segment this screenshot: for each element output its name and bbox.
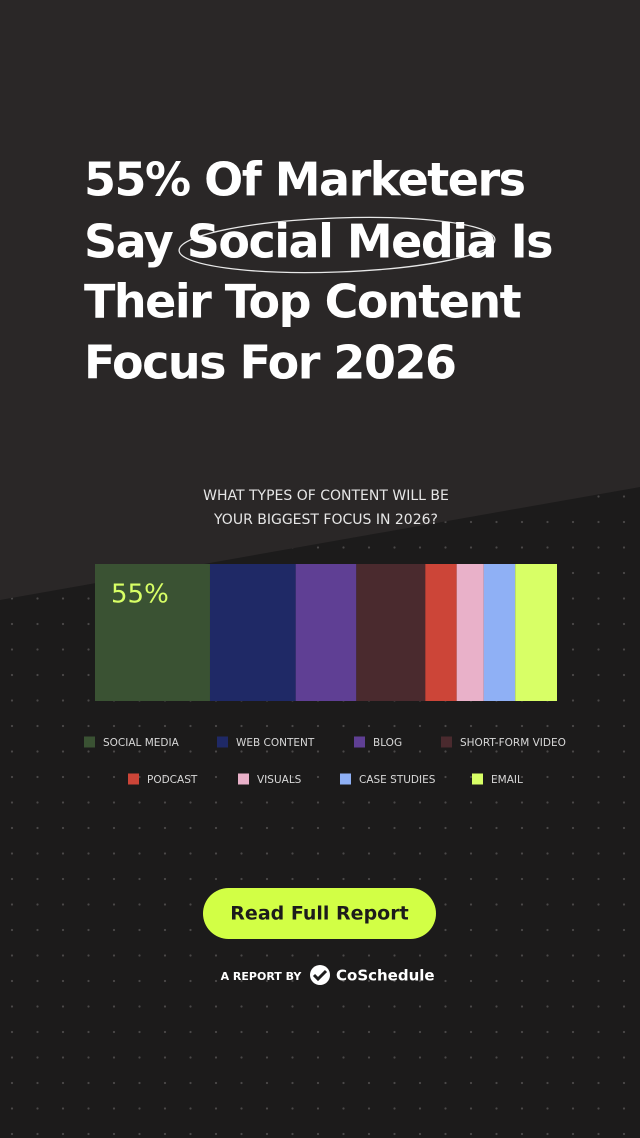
chart-question: WHAT TYPES OF CONTENT WILL BE: [203, 488, 449, 504]
bar-segment: [295, 564, 357, 701]
legend-label: BLOG: [373, 737, 402, 749]
value-label: 55%: [111, 580, 169, 610]
bar-segment: [425, 564, 457, 701]
bar-segment: [95, 564, 210, 701]
legend-swatch: [354, 736, 365, 748]
legend-swatch: [128, 773, 139, 785]
legend-swatch: [84, 736, 95, 748]
legend-label: SOCIAL MEDIA: [103, 737, 180, 749]
legend-label: WEB CONTENT: [236, 737, 315, 749]
legend-label: SHORT-FORM VIDEO: [460, 737, 566, 749]
bar-segment: [356, 564, 426, 701]
legend-swatch: [441, 736, 452, 748]
legend-label: PODCAST: [147, 774, 198, 786]
bar-segment: [209, 564, 296, 701]
legend-swatch: [238, 773, 249, 785]
brand-name: CoSchedule: [336, 967, 435, 985]
legend-swatch: [340, 773, 351, 785]
headline-line: Their Top Content: [84, 275, 521, 329]
headline-line: 55% Of Marketers: [84, 153, 525, 207]
legend-label: CASE STUDIES: [359, 774, 436, 786]
read-report-button[interactable]: [203, 888, 436, 939]
bar-segment: [515, 564, 557, 701]
brand-logo-check: [312, 969, 328, 982]
legend-swatch: [472, 773, 483, 785]
report-by: A REPORT BY: [221, 970, 303, 983]
chart-question: YOUR BIGGEST FOCUS IN 2026?: [213, 512, 438, 528]
highlight-scribble: [178, 216, 496, 274]
headline-line: Focus For 2026: [84, 336, 455, 390]
bar-segment: [483, 564, 516, 701]
bar-segment: [456, 564, 484, 701]
legend-label: VISUALS: [257, 774, 302, 786]
headline-line: Say Social Media Is: [84, 215, 552, 269]
button-label[interactable]: Read Full Report: [230, 903, 408, 925]
legend-label: EMAIL: [491, 774, 523, 786]
legend-swatch: [217, 736, 228, 748]
top-panel: [0, 0, 640, 600]
